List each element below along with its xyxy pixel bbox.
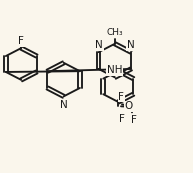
Text: N: N <box>95 40 103 50</box>
Text: NH: NH <box>107 65 123 75</box>
Text: F: F <box>18 36 24 46</box>
Text: N: N <box>127 40 134 50</box>
Text: F: F <box>118 92 124 102</box>
Text: F: F <box>131 116 137 125</box>
Text: N: N <box>60 100 68 110</box>
Text: F: F <box>119 114 125 124</box>
Text: CH₃: CH₃ <box>107 28 123 37</box>
Text: O: O <box>124 101 133 111</box>
